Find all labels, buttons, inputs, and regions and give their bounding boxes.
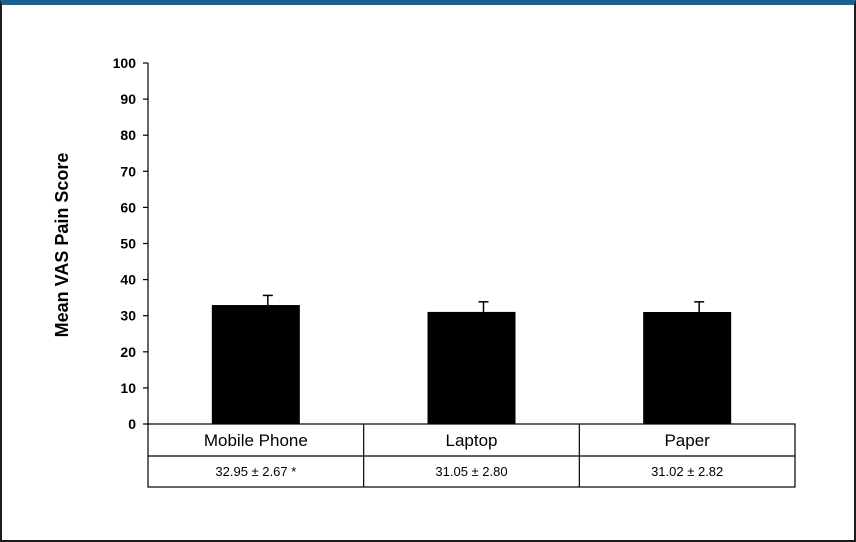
y-tick-label: 70 [120, 163, 136, 179]
category-label: Laptop [446, 431, 498, 450]
y-tick-label: 10 [120, 380, 136, 396]
y-tick-label: 60 [120, 199, 136, 215]
y-tick-label: 80 [120, 127, 136, 143]
bar [643, 312, 732, 424]
value-label: 32.95 ± 2.67 * [215, 464, 296, 479]
y-tick-label: 30 [120, 308, 136, 324]
data-table: Mobile Phone 32.95 ± 2.67 * Laptop 31.05 ± … [147, 423, 796, 488]
bar [427, 311, 516, 424]
bars [211, 294, 732, 424]
y-tick-label: 50 [120, 236, 136, 252]
y-tick-label: 90 [120, 91, 136, 107]
category-label: Mobile Phone [204, 431, 308, 450]
y-tick-label: 20 [120, 344, 136, 360]
y-axis: 0 10 20 30 40 50 60 70 80 90 100 [113, 55, 149, 432]
y-tick-label: 100 [113, 55, 137, 71]
y-axis-label: Mean VAS Pain Score [52, 153, 72, 338]
value-label: 31.05 ± 2.80 [435, 464, 507, 479]
y-tick-label: 40 [120, 272, 136, 288]
value-label: 31.02 ± 2.82 [651, 464, 723, 479]
category-label: Paper [664, 431, 710, 450]
bar [211, 305, 300, 424]
y-tick-label: 0 [128, 416, 136, 432]
